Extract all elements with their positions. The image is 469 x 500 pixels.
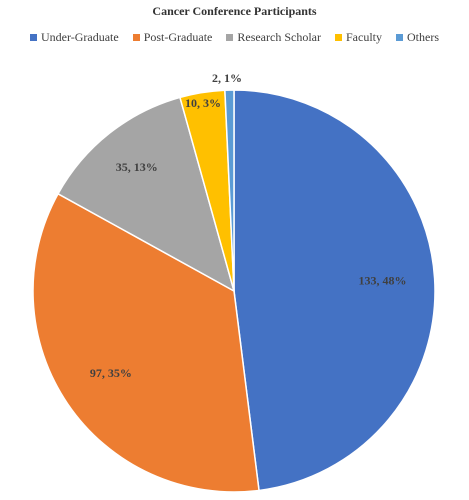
legend-label-under-graduate: Under-Graduate xyxy=(40,30,119,44)
slice-under-graduate xyxy=(233,89,436,492)
legend: Under-Graduate Post-Graduate Research Sc… xyxy=(0,30,469,45)
legend-swatch-others xyxy=(396,34,403,41)
legend-label-faculty: Faculty xyxy=(346,30,382,44)
slice-post-graduate xyxy=(32,192,260,493)
legend-swatch-research-scholar xyxy=(226,34,234,41)
data-label-under-graduate: 133, 48% xyxy=(358,273,406,287)
legend-item-research-scholar: Research Scholar xyxy=(226,30,321,45)
data-label-post-graduate: 97, 35% xyxy=(90,366,132,380)
slice-research-scholar xyxy=(57,96,236,293)
data-label-research-scholar: 35, 13% xyxy=(116,160,158,174)
legend-swatch-faculty xyxy=(335,34,342,41)
chart-title: Cancer Conference Participants xyxy=(152,4,317,18)
legend-swatch-post-graduate xyxy=(132,34,140,41)
legend-item-post-graduate: Post-Graduate xyxy=(132,30,213,45)
legend-swatch-under-graduate xyxy=(29,34,37,41)
slice-others xyxy=(224,89,235,292)
legend-label-research-scholar: Research Scholar xyxy=(237,30,321,44)
legend-item-under-graduate: Under-Graduate xyxy=(29,30,119,45)
legend-label-others: Others xyxy=(407,30,439,44)
data-label-others: 2, 1% xyxy=(212,71,242,85)
legend-item-faculty: Faculty xyxy=(335,30,382,45)
legend-label-post-graduate: Post-Graduate xyxy=(143,30,213,44)
data-label-faculty: 10, 3% xyxy=(185,96,221,110)
legend-item-others: Others xyxy=(396,30,439,45)
